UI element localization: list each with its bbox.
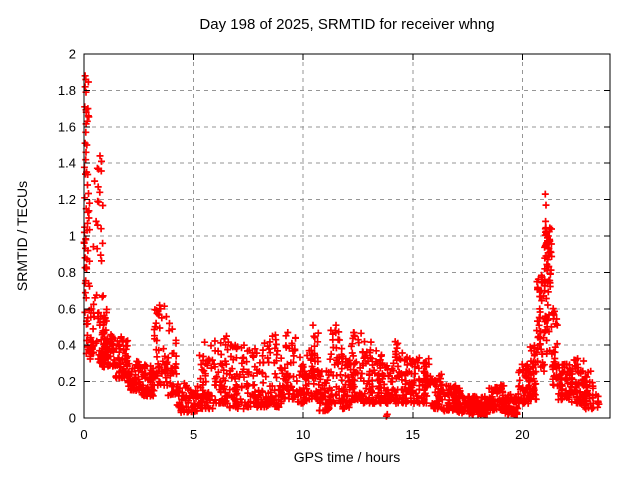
y-tick-label: 0.8 [58,265,76,280]
x-tick-label: 10 [296,427,310,442]
y-tick-label: 1.4 [58,156,76,171]
y-tick-label: 0.4 [58,338,76,353]
y-tick-label: 2 [69,47,76,62]
y-tick-label: 1 [69,229,76,244]
y-axis-label: SRMTID / TECUs [14,180,30,292]
x-tick-label: 15 [406,427,420,442]
y-tick-label: 0 [69,411,76,426]
y-tick-label: 0.2 [58,374,76,389]
y-tick-label: 1.8 [58,83,76,98]
x-tick-label: 0 [80,427,87,442]
y-tick-label: 0.6 [58,301,76,316]
chart-title: Day 198 of 2025, SRMTID for receiver whn… [199,16,495,33]
x-tick-label: 20 [515,427,529,442]
y-tick-label: 1.2 [58,192,76,207]
x-axis-label: GPS time / hours [293,449,401,465]
y-tick-label: 1.6 [58,119,76,134]
x-tick-label: 5 [190,427,197,442]
scatter-points [80,72,603,420]
